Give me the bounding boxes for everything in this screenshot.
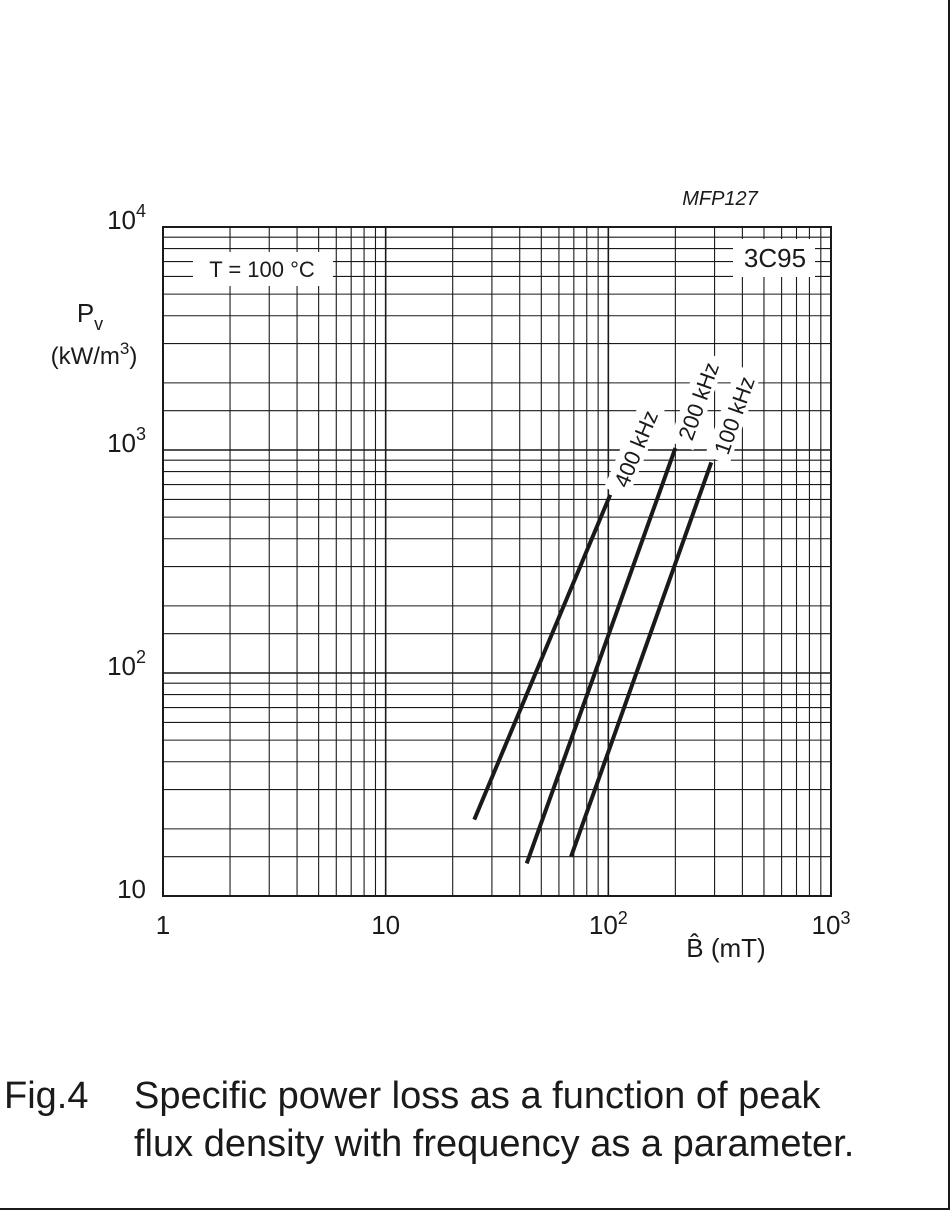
series-label-bg bbox=[668, 351, 726, 451]
y-tick-base: 10 bbox=[107, 428, 136, 458]
material-label: 3C95 bbox=[744, 243, 806, 273]
series-label-group: 400 kHz bbox=[604, 398, 666, 498]
grid bbox=[163, 227, 831, 896]
x-tick-base: 10 bbox=[589, 910, 618, 940]
x-tick-label: 102 bbox=[589, 908, 628, 940]
y-tick-label: 10 bbox=[117, 874, 146, 904]
x-tick-base: 10 bbox=[371, 910, 400, 940]
material-label-bg bbox=[733, 239, 815, 277]
series-line bbox=[472, 493, 613, 821]
y-tick-base: 10 bbox=[117, 874, 146, 904]
x-tick-label: 103 bbox=[812, 908, 851, 940]
condition-label-bg bbox=[193, 252, 333, 286]
series-line bbox=[524, 447, 678, 865]
y-tick-label: 103 bbox=[107, 424, 146, 458]
series-label: 400 kHz bbox=[609, 407, 663, 491]
chart: MFP127 T = 100 °C 3C95 Pv (kW/m3) B̂ (mT… bbox=[51, 188, 851, 963]
y-tick-exp: 2 bbox=[136, 647, 146, 667]
x-tick-exp: 3 bbox=[840, 908, 850, 928]
y-axis-symbol-sub: v bbox=[94, 314, 103, 334]
series-label-bg bbox=[604, 398, 666, 498]
series-label-bg bbox=[704, 365, 762, 465]
figure-id: MFP127 bbox=[682, 188, 758, 210]
y-tick-exp: 4 bbox=[136, 201, 146, 221]
x-tick-base: 10 bbox=[812, 910, 841, 940]
y-axis-symbol-main: P bbox=[77, 298, 94, 328]
caption-text: Specific power loss as a function of pea… bbox=[134, 1072, 934, 1168]
y-axis-unit-close: ) bbox=[129, 343, 137, 370]
y-tick-exp: 3 bbox=[136, 424, 146, 444]
condition-label: T = 100 °C bbox=[209, 257, 315, 282]
y-tick-label: 104 bbox=[107, 201, 146, 235]
x-tick-label: 10 bbox=[371, 910, 400, 940]
caption-line-2: flux density with frequency as a paramet… bbox=[134, 1123, 855, 1165]
y-tick-base: 10 bbox=[107, 205, 136, 235]
y-axis-symbol: Pv bbox=[77, 298, 103, 334]
y-axis-unit: (kW/m3) bbox=[51, 339, 138, 370]
x-axis-label: B̂ (mT) bbox=[686, 933, 765, 963]
series-line bbox=[569, 461, 714, 858]
y-tick-base: 10 bbox=[107, 651, 136, 681]
x-tick-exp: 2 bbox=[618, 908, 628, 928]
caption-number: Fig.4 bbox=[4, 1075, 89, 1117]
y-axis-unit-main: (kW/m bbox=[51, 343, 120, 370]
caption-line-1: Specific power loss as a function of pea… bbox=[134, 1075, 821, 1117]
y-axis-unit-exp: 3 bbox=[120, 339, 129, 358]
x-tick-base: 1 bbox=[156, 910, 170, 940]
y-tick-label: 102 bbox=[107, 647, 146, 681]
plot-border bbox=[162, 226, 832, 897]
x-tick-label: 1 bbox=[156, 910, 170, 940]
